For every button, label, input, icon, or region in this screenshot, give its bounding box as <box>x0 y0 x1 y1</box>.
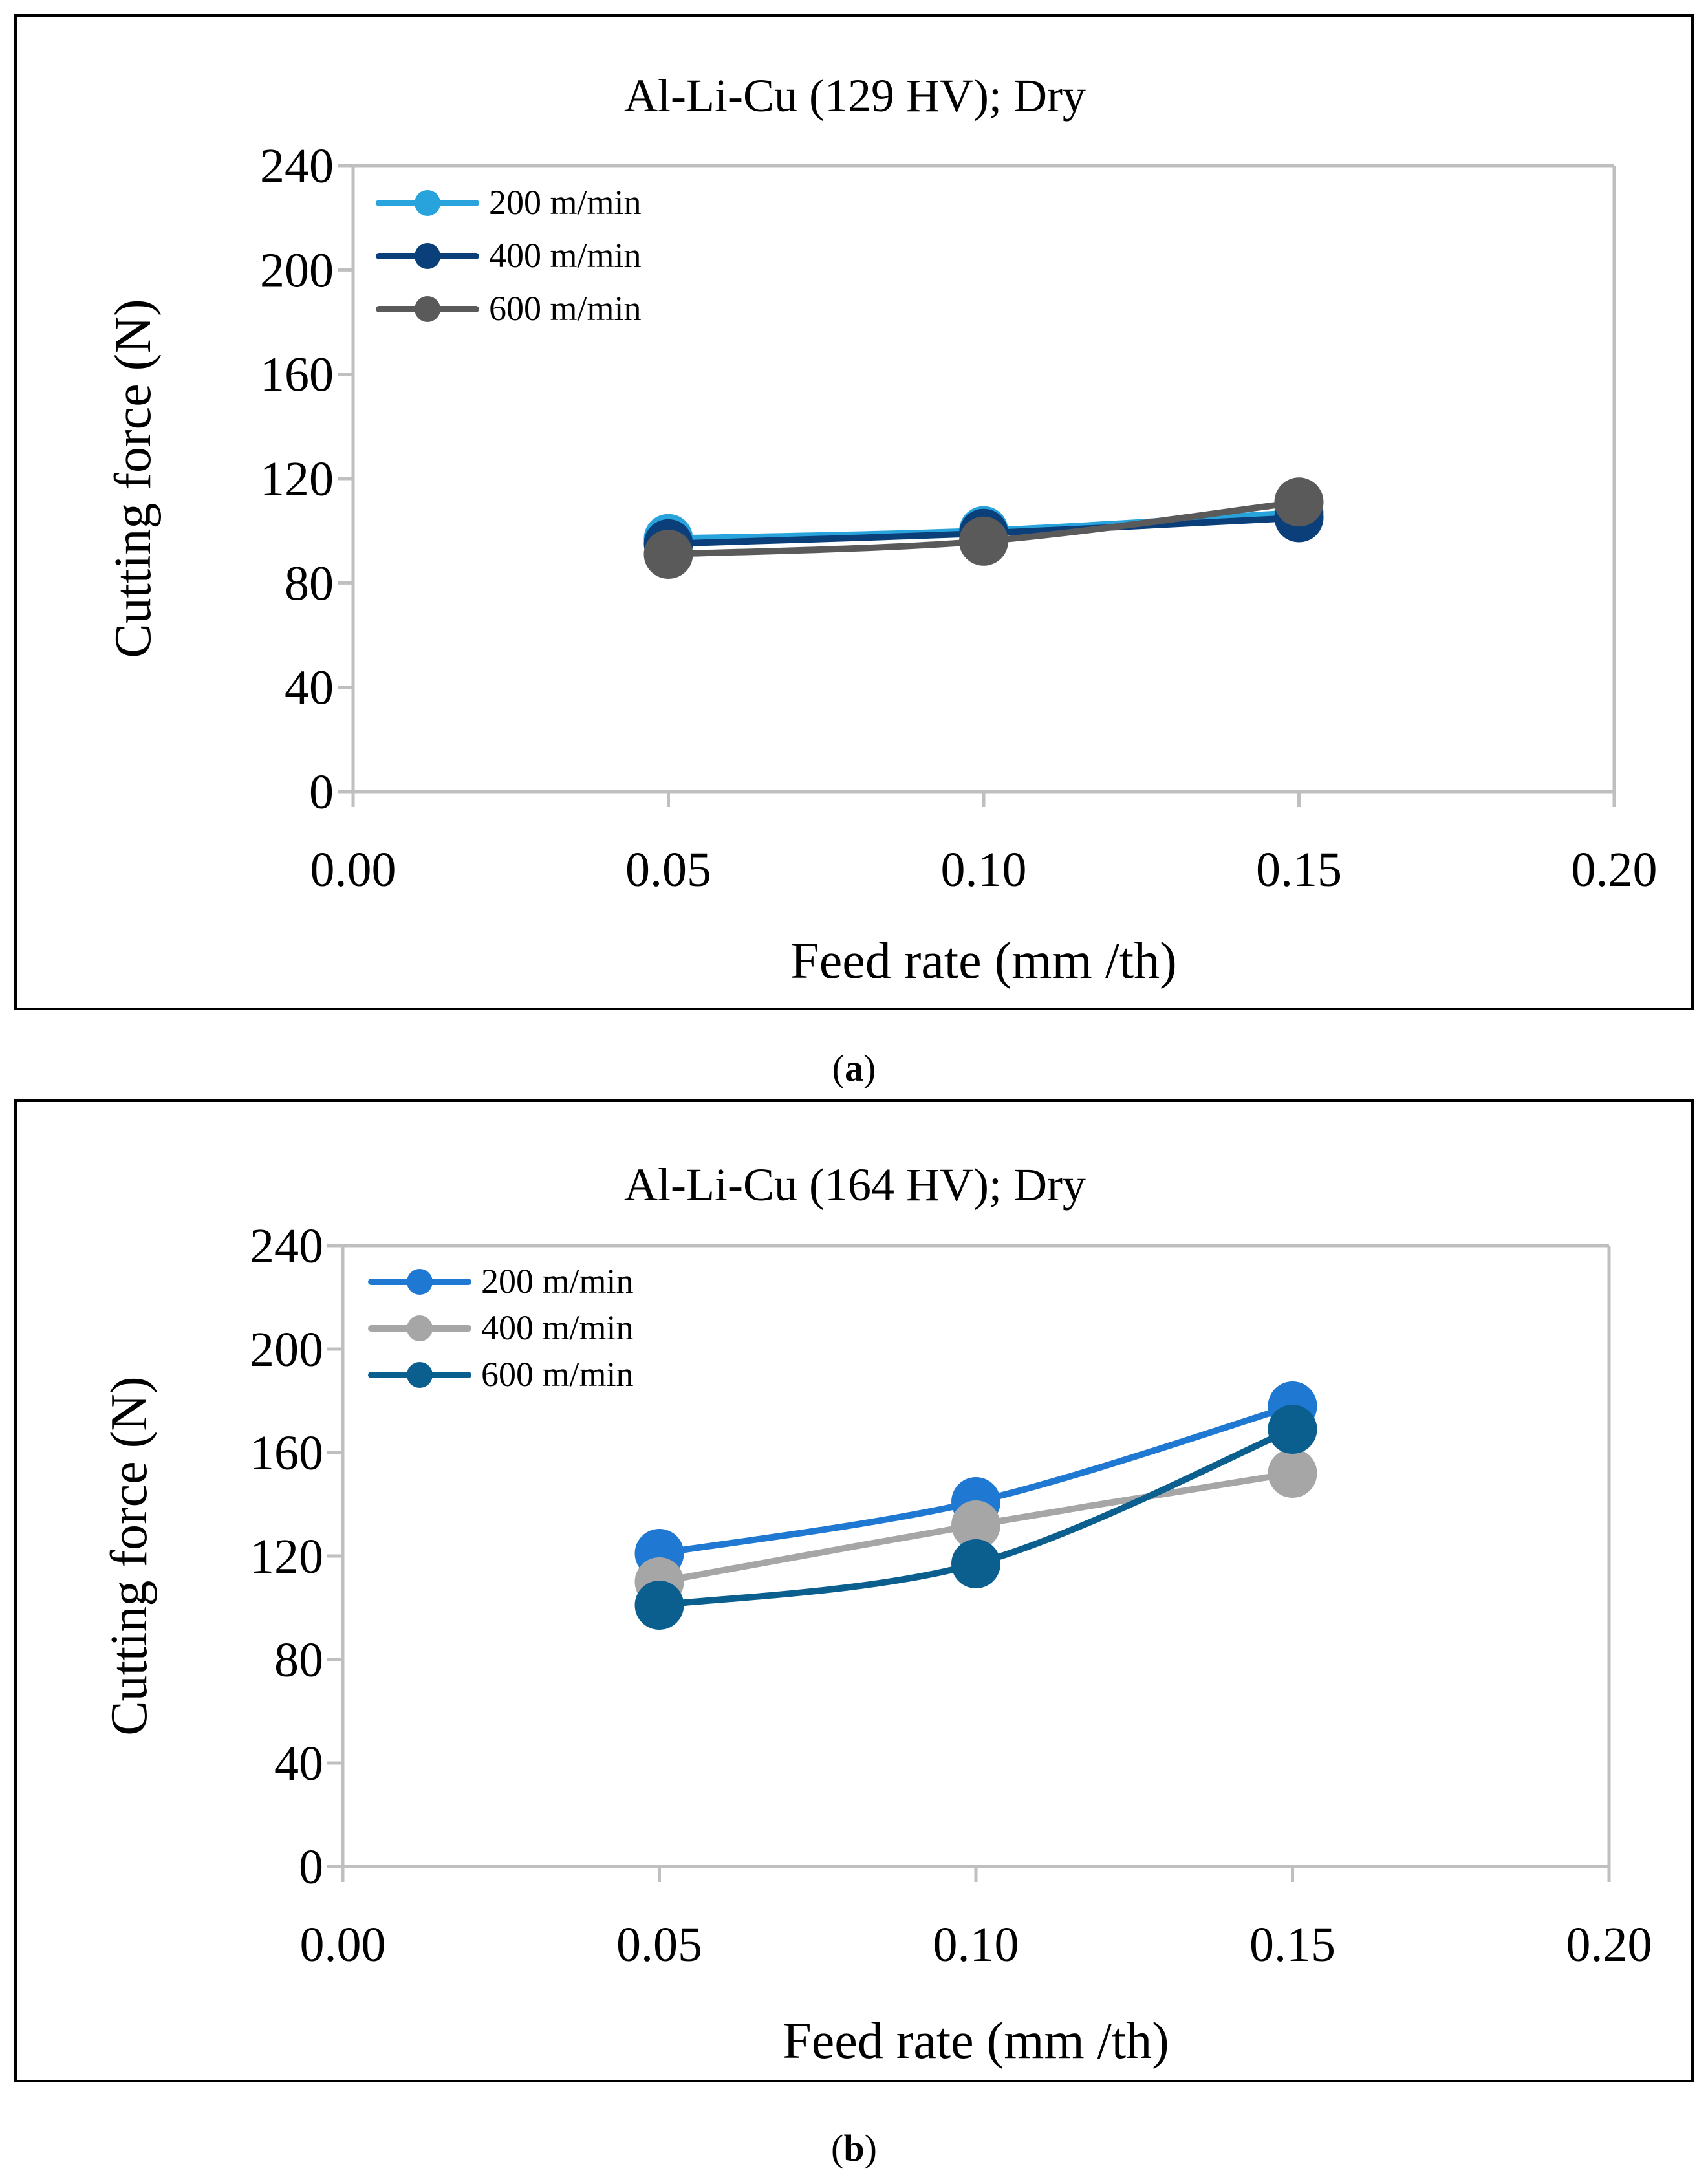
chart-a-legend-marker-1 <box>415 190 440 216</box>
chart-b-data-point-s2 <box>1268 1449 1317 1498</box>
chart-b-y-tick-label: 240 <box>250 1219 323 1273</box>
chart-b-y-tick-label: 0 <box>299 1840 323 1894</box>
chart-b-x-tick-label: 0.10 <box>933 1918 1019 1972</box>
chart-a-title: Al-Li-Cu (129 HV); Dry <box>624 70 1086 122</box>
chart-b-x-tick-label: 0.20 <box>1566 1918 1652 1972</box>
chart-b-x-tick-label: 0.15 <box>1249 1918 1335 1972</box>
chart-a-legend-label-1: 200 m/min <box>489 183 642 222</box>
caption-b-letter: b <box>843 2127 865 2169</box>
chart-a-x-tick-label: 0.05 <box>625 843 711 897</box>
caption-a-letter: a <box>845 1047 863 1089</box>
chart-a-data-point-s3 <box>1274 477 1324 527</box>
chart-b-x-axis-label: Feed rate (mm /th) <box>783 2013 1169 2070</box>
chart-b-x-tick-label: 0.00 <box>300 1918 386 1972</box>
chart-a-legend-marker-2 <box>415 243 440 269</box>
chart-b-legend-marker-3 <box>407 1362 433 1388</box>
caption-b: (b) <box>831 2127 877 2169</box>
chart-a-x-tick-label: 0.10 <box>941 843 1027 897</box>
chart-b-legend-label-3: 600 m/min <box>481 1355 634 1394</box>
chart-a-y-tick-label: 240 <box>260 139 334 193</box>
chart-b-title: Al-Li-Cu (164 HV); Dry <box>624 1159 1086 1211</box>
chart-a-y-tick-label: 80 <box>285 556 334 611</box>
chart-panel-b: Al-Li-Cu (164 HV); Dry 0 40 80 120 160 200 240 0… <box>14 1099 1694 2082</box>
chart-b-data-point-s3 <box>634 1581 684 1630</box>
chart-b-y-tick-label: 200 <box>250 1323 323 1377</box>
chart-a-y-tick-label: 40 <box>285 661 334 715</box>
chart-b-data-point-s3 <box>951 1539 1000 1588</box>
chart-b: Al-Li-Cu (164 HV); Dry 0 40 80 120 160 200 240 0… <box>101 1159 1652 2070</box>
chart-b-legend-label-1: 200 m/min <box>481 1262 634 1301</box>
chart-a-x-tick-label: 0.15 <box>1256 843 1342 897</box>
chart-b-y-tick-label: 160 <box>250 1426 323 1480</box>
chart-a-y-axis-label: Cutting force (N) <box>105 299 162 658</box>
chart-a-y-tick-label: 160 <box>260 348 334 402</box>
chart-a-data-point-s3 <box>959 516 1008 566</box>
chart-a-legend-label-2: 400 m/min <box>489 236 642 275</box>
chart-a-data-point-s3 <box>643 529 693 579</box>
chart-a-x-tick-label: 0.00 <box>310 843 396 897</box>
chart-b-data-point-s3 <box>1268 1405 1317 1454</box>
chart-b-legend-marker-2 <box>407 1315 433 1341</box>
chart-a-x-tick-label: 0.20 <box>1572 843 1658 897</box>
chart-a-y-tick-label: 200 <box>260 243 334 297</box>
chart-panel-a: Al-Li-Cu (129 HV); Dry 0 40 80 120 160 200 240 0… <box>14 14 1694 1010</box>
chart-b-y-tick-label: 40 <box>274 1736 323 1791</box>
chart-b-y-tick-label: 80 <box>274 1633 323 1687</box>
chart-a: Al-Li-Cu (129 HV); Dry 0 40 80 120 160 200 240 0… <box>105 70 1658 989</box>
chart-b-x-tick-label: 0.05 <box>616 1918 702 1972</box>
chart-b-legend-label-2: 400 m/min <box>481 1308 634 1347</box>
chart-b-legend-marker-1 <box>407 1269 433 1295</box>
caption-a: (a) <box>832 1047 876 1089</box>
chart-a-y-tick-label: 120 <box>260 452 334 506</box>
chart-b-y-axis-label: Cutting force (N) <box>101 1376 158 1735</box>
chart-a-x-axis-label: Feed rate (mm /th) <box>790 933 1177 989</box>
chart-a-legend-label-3: 600 m/min <box>489 289 642 328</box>
chart-b-data-point-s2 <box>951 1500 1000 1550</box>
chart-b-y-tick-label: 120 <box>250 1530 323 1584</box>
chart-a-y-tick-label: 0 <box>309 765 334 819</box>
chart-a-legend-marker-3 <box>415 296 440 322</box>
